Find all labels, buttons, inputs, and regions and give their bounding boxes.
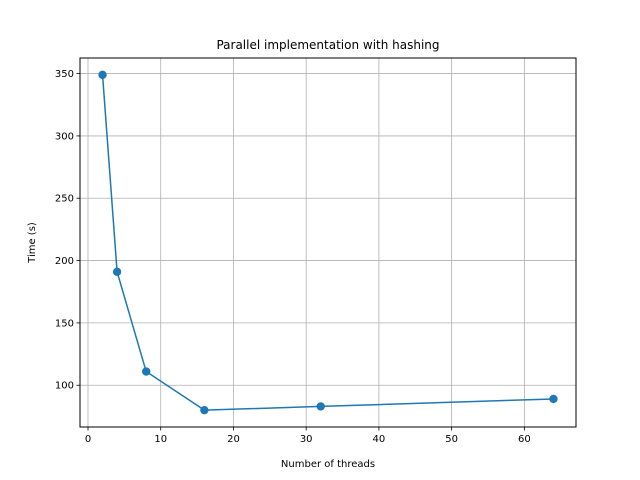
y-tick-label: 250 (55, 194, 74, 205)
x-tick-label: 10 (154, 434, 167, 445)
y-tick-label: 300 (55, 131, 74, 142)
chart-title: Parallel implementation with hashing (216, 38, 439, 52)
x-tick-label: 30 (300, 434, 313, 445)
data-point (200, 405, 209, 415)
y-axis-label: Time (s) (27, 222, 38, 264)
x-tick-label: 20 (227, 434, 240, 445)
x-tick-label: 0 (85, 434, 91, 445)
x-axis-label: Number of threads (281, 459, 375, 470)
data-point (112, 267, 122, 276)
data-series (98, 70, 558, 415)
grid (80, 58, 576, 427)
y-tick-label: 350 (55, 69, 74, 80)
data-point (141, 367, 151, 376)
ticks: 0 10 20 30 40 50 60 100 150 200 250 300 350 (55, 69, 531, 445)
axes-frame (79, 57, 577, 428)
data-point (316, 402, 325, 411)
y-tick-label: 200 (55, 256, 74, 267)
y-tick-label: 100 (55, 381, 74, 392)
series-line (101, 74, 554, 411)
x-tick-label: 40 (373, 434, 386, 445)
data-point (549, 394, 558, 404)
x-tick-label: 50 (445, 434, 458, 445)
x-tick-label: 60 (518, 434, 531, 445)
y-tick-label: 150 (55, 318, 74, 329)
data-point (98, 70, 107, 80)
